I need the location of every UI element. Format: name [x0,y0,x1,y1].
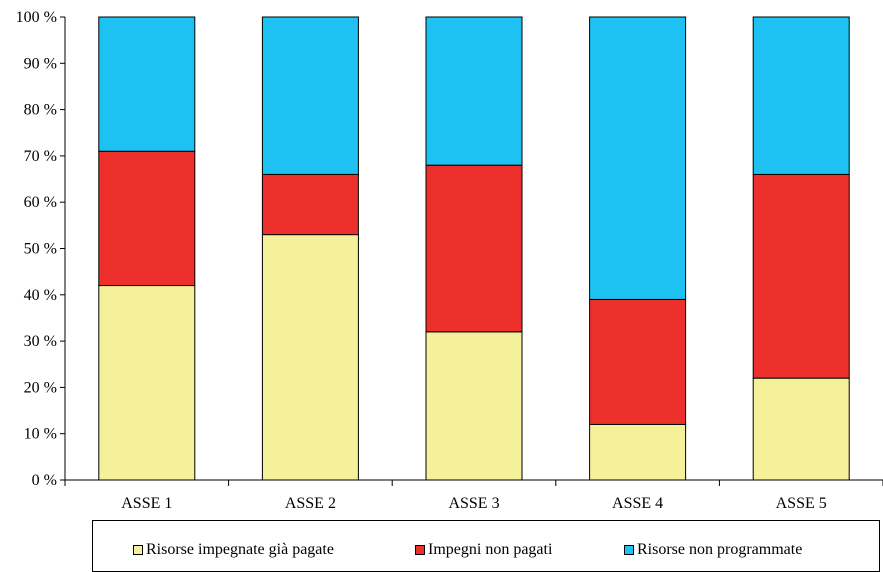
legend-swatch-non-programmate [624,545,634,555]
x-tick-label: ASSE 5 [776,495,827,512]
bar-segment-3-2 [425,164,523,333]
bar-segment-2-1 [261,234,359,481]
y-tick-label: 100 % [16,9,57,26]
x-tick-label: ASSE 1 [121,495,172,512]
y-tick-label: 70 % [24,148,57,165]
legend-label-pagate: Risorse impegnate già pagate [146,541,334,558]
y-tick-label: 80 % [24,102,57,119]
bar-segment-4-1 [589,423,687,481]
y-tick-labels: 0 % 10 % 20 % 30 % 40 % 50 % 60 % 70 % 80 % 90 % 1… [16,9,57,489]
x-tick-labels: ASSE 1 ASSE 2 ASSE 3 ASSE 4 ASSE 5 [121,495,827,512]
legend-label-non-programmate: Risorse non programmate [637,541,803,558]
axes-layer [60,16,883,486]
bar-segment-4-2 [589,298,687,425]
bar-segment-5-3 [752,16,850,175]
legend-label-impegni: Impegni non pagati [428,541,553,558]
y-tick-label: 40 % [24,287,57,304]
bar-segment-5-2 [752,173,850,379]
bar-segment-5-1 [752,377,850,481]
bar-segment-1-1 [98,285,196,481]
bars-layer [98,16,850,481]
y-tick-label: 50 % [24,241,57,258]
x-tick-label: ASSE 4 [612,495,663,512]
bar-segment-2-2 [261,173,359,236]
y-tick-label: 30 % [24,333,57,350]
bar-segment-3-1 [425,331,523,481]
legend: Risorse impegnate già pagate Impegni non… [92,520,880,572]
bar-segment-2-3 [261,16,359,175]
y-tick-label: 90 % [24,55,57,72]
y-tick-label: 0 % [32,472,57,489]
x-tick-label: ASSE 3 [448,495,499,512]
y-tick-label: 10 % [24,426,57,443]
legend-swatch-pagate [133,545,143,555]
y-tick-label: 60 % [24,194,57,211]
bar-segment-1-3 [98,16,196,152]
y-tick-label: 20 % [24,379,57,396]
bar-segment-3-3 [425,16,523,166]
bar-segment-4-3 [589,16,687,300]
legend-item-impegni-non-pagati: Impegni non pagati [415,541,552,559]
legend-swatch-impegni [415,545,425,555]
legend-item-risorse-pagate: Risorse impegnate già pagate [133,541,334,559]
x-tick-label: ASSE 2 [285,495,336,512]
bar-segment-1-2 [98,150,196,287]
legend-item-non-programmate: Risorse non programmate [624,541,802,559]
